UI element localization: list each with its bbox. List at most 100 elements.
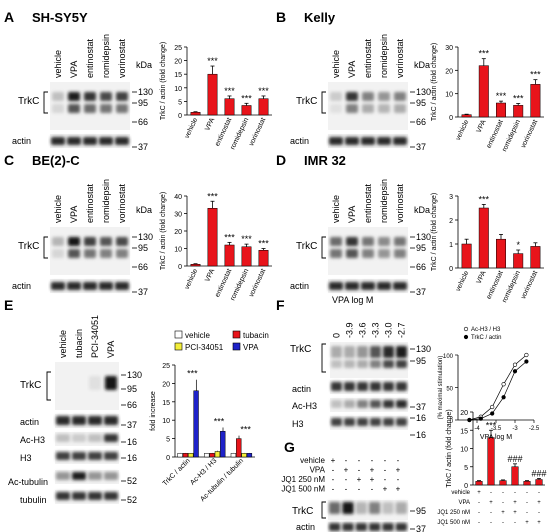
marker-label: 95 — [127, 384, 137, 394]
y-tick-label: 50 — [446, 387, 453, 393]
bar-tubacin — [182, 453, 189, 458]
marker-label: 130 — [127, 370, 142, 380]
legend-swatch — [174, 342, 183, 351]
actin-band — [331, 382, 342, 391]
y-tick-label: 25 — [174, 45, 182, 52]
bar — [499, 480, 507, 486]
trkc-label: TrkC — [290, 344, 311, 355]
treatment-sign: - — [358, 466, 361, 475]
kda-label: kDa — [136, 60, 152, 70]
marker-label: 66 — [416, 117, 426, 127]
y-tick-label: 15 — [162, 400, 170, 407]
band-bracket — [321, 91, 326, 114]
y-axis-label: TrkC / actin (fold change) — [160, 42, 167, 120]
significance-label: *** — [224, 232, 235, 242]
ach3-band — [104, 434, 118, 442]
trkc-band-upper — [116, 92, 128, 101]
treatment-sign: + — [331, 456, 336, 465]
actubulin-band — [88, 472, 102, 480]
actin-band — [51, 282, 65, 290]
significance-label: *** — [479, 194, 490, 204]
bar — [241, 246, 252, 267]
trkc-band-upper — [346, 92, 358, 101]
x-tick-label: -3.5 — [491, 426, 502, 432]
y-tick-label: 1 — [449, 242, 453, 249]
chart-treatment-sign: + — [513, 500, 517, 506]
y-tick-label: 10 — [445, 92, 453, 99]
x-axis-label: VPA log M — [480, 434, 512, 441]
bar — [475, 481, 483, 486]
treatment-sign: - — [397, 475, 400, 484]
panel-letter: D — [276, 152, 286, 168]
chart-treatment-sign: - — [502, 500, 504, 506]
chart-treatment-sign: - — [490, 510, 492, 516]
treatment-row-label: VPA — [310, 466, 326, 475]
actin-band — [51, 137, 65, 145]
y-axis-label: TrkC / actin (fold change) — [431, 43, 438, 121]
actin-band — [377, 137, 391, 145]
h3-band — [88, 452, 102, 460]
bar — [496, 238, 506, 269]
ach3-band — [370, 400, 381, 408]
band-bracket — [43, 236, 48, 259]
trkc-band-lower — [378, 249, 390, 258]
actin-label: actin — [12, 136, 31, 146]
bar-tubacin — [236, 438, 242, 458]
actin-band — [329, 137, 343, 145]
lane-label: entinostat — [85, 38, 95, 78]
treatment-sign: - — [384, 475, 387, 484]
y-tick-label: 5 — [166, 437, 170, 444]
marker-label: 66 — [416, 262, 426, 272]
trkc-band-upper — [84, 92, 96, 101]
trkc-label: TrkC — [292, 506, 313, 517]
y-tick-label: 100 — [443, 354, 454, 360]
tubulin-band — [72, 492, 86, 500]
trkc-band-lower — [52, 104, 64, 113]
y-tick-label: 30 — [174, 212, 182, 219]
actin-band — [344, 382, 355, 391]
marker-label: 37 — [416, 287, 426, 297]
h3-band — [72, 452, 86, 460]
band-bracket — [321, 501, 326, 519]
legend-label: PCI-34051 — [185, 343, 224, 352]
data-point — [501, 382, 506, 387]
y-tick-label: 0 — [178, 264, 182, 271]
x-tick-label: -4 — [474, 426, 480, 432]
data-point — [478, 416, 483, 421]
trkc-band-lower — [68, 104, 80, 113]
panel-letter: F — [276, 297, 285, 313]
bar — [478, 207, 489, 269]
trkc-label: TrkC — [296, 241, 317, 252]
y-tick-label: 20 — [460, 410, 468, 417]
x-tick-label: vorinostat — [520, 270, 539, 301]
trkc-band-upper — [68, 237, 80, 246]
treatment-sign: - — [332, 466, 335, 475]
y-axis-label: TrkC / actin (fold change) — [160, 192, 167, 270]
lane-label: entinostat — [363, 38, 373, 78]
ach3-band — [331, 400, 342, 408]
bar-tubacin — [209, 453, 215, 458]
trkc-band-lower — [116, 249, 128, 258]
bar — [513, 105, 524, 118]
lane-label: romidepsin — [101, 34, 111, 78]
panel-letter: E — [4, 297, 13, 313]
tubulin-band — [56, 492, 70, 500]
bar — [190, 112, 201, 116]
actin-band — [395, 523, 407, 531]
chart-treatment-sign: - — [526, 490, 528, 496]
ach3-band — [396, 400, 407, 408]
marker-label: 95 — [416, 243, 426, 253]
blot-background — [328, 522, 408, 532]
actin-band — [88, 416, 102, 425]
data-point — [524, 359, 529, 364]
treatment-row-label: JQ1 250 nM — [281, 475, 325, 484]
ach3-label: Ac-H3 — [20, 435, 45, 445]
bar-VPA — [246, 453, 253, 458]
panel-letter: A — [4, 9, 14, 25]
x-tick-label: entinostat — [486, 270, 505, 301]
marker-label: 130 — [416, 232, 431, 242]
trkc-band-upper — [100, 237, 112, 246]
marker-label: 66 — [138, 262, 148, 272]
significance-label: *** — [258, 239, 269, 249]
treatment-sign: - — [397, 456, 400, 465]
